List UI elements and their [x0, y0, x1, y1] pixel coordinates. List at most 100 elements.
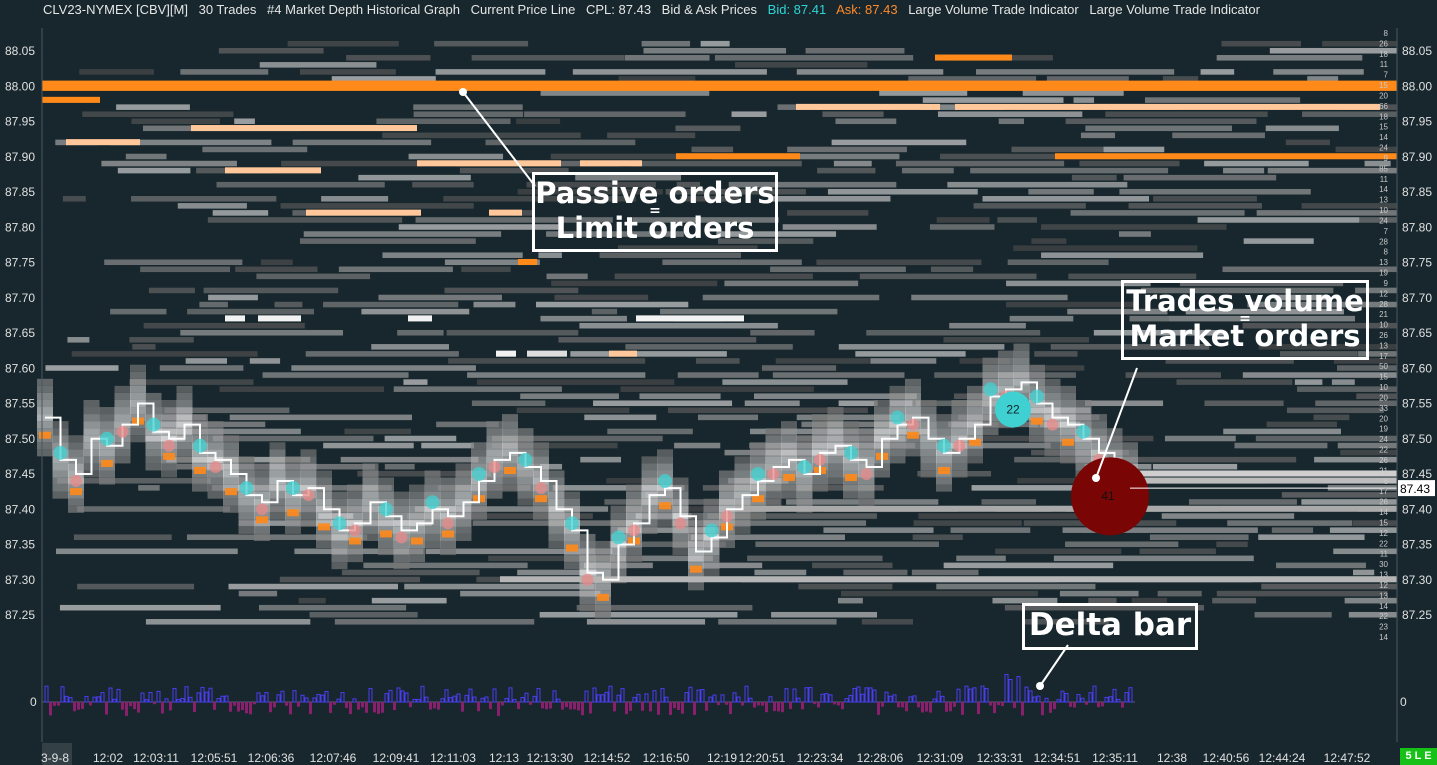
depth-cell [672, 540, 689, 549]
depth-cell [564, 491, 580, 499]
buy-trade-dot [518, 452, 533, 467]
depth-cell [223, 442, 239, 450]
delta-bar [541, 702, 544, 709]
depth-cell [1227, 520, 1353, 526]
delta-bar [669, 702, 672, 715]
y-tick-right: 87.25 [1402, 608, 1432, 622]
depth-cell [223, 505, 239, 513]
delta-bar [673, 702, 676, 709]
y-tick-right: 87.80 [1402, 220, 1432, 234]
depth-cell [371, 597, 447, 604]
depth-cell [37, 428, 53, 436]
depth-cell [805, 47, 905, 54]
depth-cell [393, 491, 410, 499]
depth-cell [843, 491, 859, 499]
depth-cell [564, 498, 580, 506]
depth-cell [548, 470, 565, 478]
depth-cell [908, 76, 1037, 82]
depth-cell [393, 562, 410, 570]
delta-bar [92, 696, 97, 703]
trades-line-1: Trades volume [1126, 284, 1364, 318]
limit-order-bar [225, 167, 321, 174]
depth-cell [564, 533, 580, 541]
depth-cell [765, 435, 782, 443]
depth-cell [812, 477, 828, 485]
depth-cell [775, 358, 870, 364]
depth-cell [827, 470, 844, 478]
delta-bar [781, 702, 784, 713]
depth-cell [300, 505, 317, 513]
depth-cell [827, 463, 844, 471]
x-tick-label: 12:34:51 [1034, 751, 1081, 765]
depth-cell [130, 435, 146, 443]
x-tick-label: 12:14:52 [584, 751, 631, 765]
depth-cell [1258, 534, 1365, 540]
depth-cell [950, 527, 1031, 533]
depth-cell [1062, 527, 1258, 533]
depth-cell [68, 449, 84, 457]
depth-cell [992, 597, 1058, 604]
depth-cell [783, 474, 795, 482]
depth-cell [68, 435, 84, 443]
depth-cell [376, 118, 511, 125]
delta-bar [629, 702, 632, 711]
delta-bar [416, 698, 421, 703]
depth-cell [1221, 40, 1301, 47]
delta-bar [801, 702, 804, 710]
depth-cell [533, 442, 549, 450]
depth-cell [734, 526, 751, 534]
depth-cell [269, 512, 286, 520]
trades-label: 30 Trades [198, 2, 257, 17]
cpl-study-label: Current Price Line [470, 2, 576, 17]
depth-size-label: 26 [1379, 456, 1388, 465]
depth-cell [234, 118, 255, 125]
depth-cell [413, 104, 523, 110]
depth-cell [440, 548, 456, 556]
delta-bar [393, 702, 396, 711]
depth-cell [309, 611, 418, 618]
delta-bar [757, 702, 760, 706]
depth-cell [207, 435, 224, 443]
depth-cell [845, 474, 857, 482]
depth-cell [1242, 372, 1397, 378]
delta-bar [312, 697, 317, 703]
depth-cell [1333, 548, 1397, 555]
depth-cell [781, 421, 797, 429]
depth-cell [1285, 139, 1330, 146]
depth-size-label: 28 [1379, 237, 1388, 246]
delta-bar [497, 702, 500, 716]
limit-order-bar [518, 258, 537, 266]
depth-cell [1281, 492, 1397, 498]
delta-bar [1104, 696, 1109, 703]
depth-cell [755, 541, 939, 548]
delta-bar [377, 702, 380, 714]
depth-cell [161, 414, 177, 422]
delta-bar [340, 692, 345, 703]
delta-bar [748, 697, 753, 703]
depth-cell [703, 519, 720, 527]
status-badge[interactable]: 5 L E [1400, 748, 1437, 765]
limit-order-bar [1100, 470, 1397, 477]
depth-cell [331, 555, 348, 563]
depth-cell [347, 533, 363, 541]
depth-cell [83, 399, 100, 408]
x-tick-label: 12:44:24 [1259, 751, 1306, 765]
sell-trade-dot [442, 517, 454, 530]
depth-cell [1222, 266, 1397, 273]
depth-cell [440, 540, 456, 549]
depth-cell [1023, 619, 1110, 625]
depth-cell [626, 548, 642, 556]
depth-cell [595, 611, 611, 619]
depth-cell [99, 414, 115, 422]
depth-cell [1070, 210, 1245, 216]
depth-cell [434, 40, 529, 47]
depth-size-label: 15 [1379, 81, 1388, 90]
delta-bar [705, 702, 708, 711]
market-depth-heatmap [37, 28, 1397, 742]
depth-cell [998, 118, 1025, 125]
depth-cell [874, 399, 890, 408]
depth-cell [176, 449, 193, 457]
depth-cell [827, 477, 844, 485]
depth-cell [967, 449, 983, 457]
